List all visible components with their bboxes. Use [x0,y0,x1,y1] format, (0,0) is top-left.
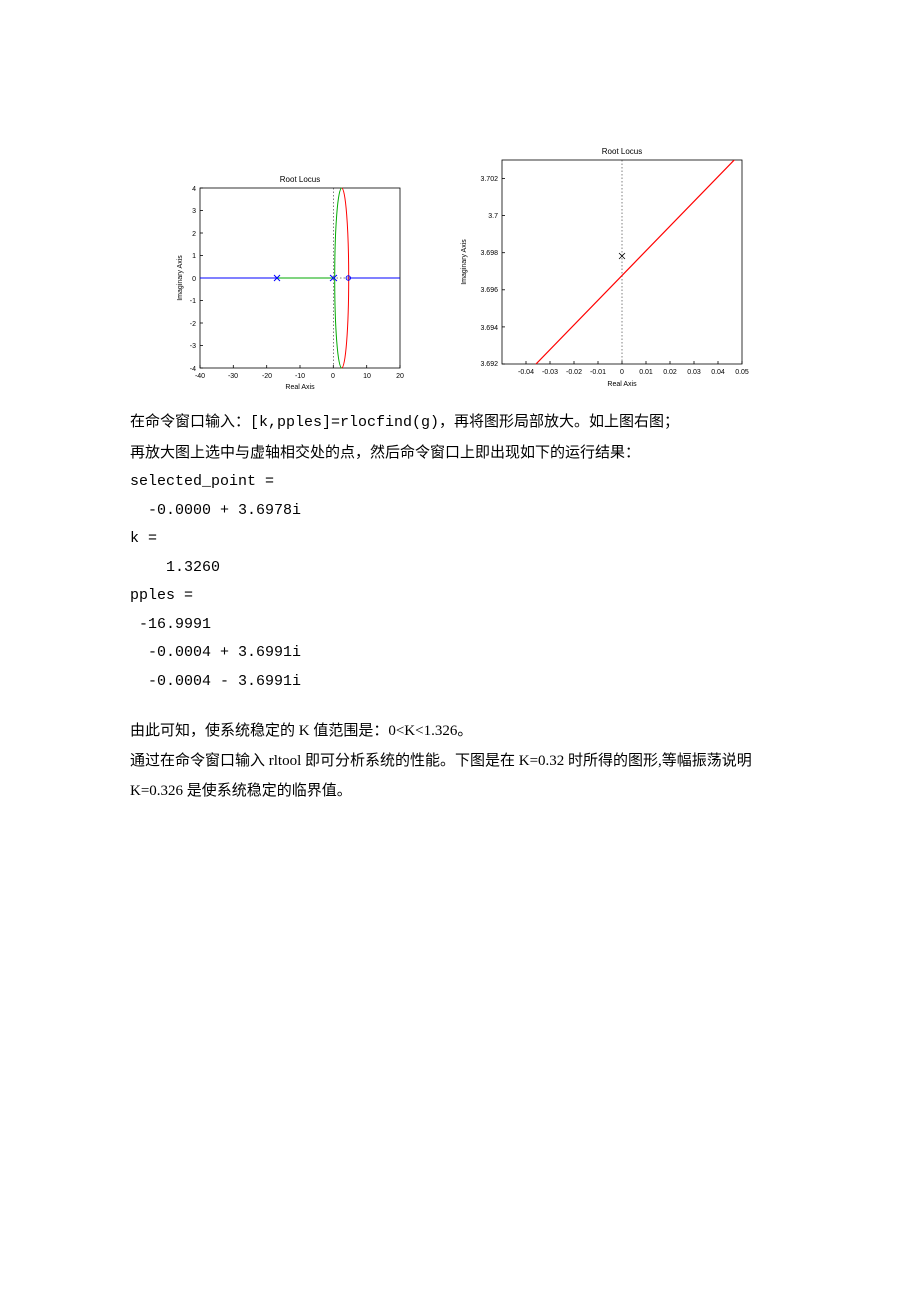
paragraph-1: 在命令窗口输入：[k,pples]=rlocfind(g)，再将图形局部放大。如… [130,407,790,438]
svg-text:2: 2 [192,231,196,238]
svg-text:0.01: 0.01 [639,369,653,376]
svg-text:3.694: 3.694 [480,325,498,332]
svg-text:-4: -4 [190,366,196,373]
svg-text:3.698: 3.698 [480,250,498,257]
svg-text:3.692: 3.692 [480,361,498,368]
charts-row: Root Locus 4 3 2 1 0 -1 -2 -3 -4 [130,130,790,395]
svg-text:-10: -10 [295,373,305,380]
svg-text:0.03: 0.03 [687,369,701,376]
svg-text:0: 0 [620,369,624,376]
chart-right-ylabel: Imaginary Axis [461,239,468,285]
chart-right-xticks: -0.04 -0.03 -0.02 -0.01 0 0.01 0.02 0.03… [518,369,749,376]
chart-left-xlabel: Real Axis [285,384,315,390]
svg-text:-20: -20 [262,373,272,380]
svg-text:-40: -40 [195,373,205,380]
svg-text:3.7: 3.7 [488,213,498,220]
svg-text:4: 4 [192,186,196,193]
svg-text:-0.04: -0.04 [518,369,534,376]
svg-text:0: 0 [331,373,335,380]
paragraph-4: 通过在命令窗口输入 rltool 即可分析系统的性能。下图是在 K=0.32 时… [130,746,790,806]
svg-text:-1: -1 [190,298,196,305]
chart-right-xlabel: Real Axis [607,381,637,388]
chart-left-xticks: -40 -30 -20 -10 0 10 20 [195,373,404,380]
svg-text:10: 10 [363,373,371,380]
svg-text:3.696: 3.696 [480,287,498,294]
svg-text:3.702: 3.702 [480,176,498,183]
svg-text:-0.03: -0.03 [542,369,558,376]
svg-text:0.04: 0.04 [711,369,725,376]
svg-text:3: 3 [192,208,196,215]
p1-text-suffix: ，再将图形局部放大。如上图右图； [439,414,679,430]
chart-left-yticks: 4 3 2 1 0 -1 -2 -3 -4 [190,186,196,373]
chart-left-title: Root Locus [280,175,320,184]
chart-right-root-locus-zoom: Root Locus 3.702 3.7 3.698 3.696 3.694 3… [436,130,766,395]
chart-right-title: Root Locus [602,147,642,156]
p1-text-prefix: 在命令窗口输入： [130,414,250,430]
paragraph-2: 再放大图上选中与虚轴相交处的点，然后命令窗口上即出现如下的运行结果： [130,438,790,468]
svg-text:0.02: 0.02 [663,369,677,376]
paragraph-3: 由此可知，使系统稳定的 K 值范围是：0<K<1.326。 [130,716,790,746]
svg-text:1: 1 [192,253,196,260]
chart-left-ylabel: Imaginary Axis [177,255,184,301]
svg-text:-0.02: -0.02 [566,369,582,376]
svg-text:20: 20 [396,373,404,380]
chart-left-root-locus: Root Locus 4 3 2 1 0 -1 -2 -3 -4 [130,140,430,395]
svg-text:0: 0 [192,276,196,283]
svg-text:-0.01: -0.01 [590,369,606,376]
chart-right-yticks: 3.702 3.7 3.698 3.696 3.694 3.692 [480,176,498,368]
p1-code: [k,pples]=rlocfind(g) [250,414,439,431]
svg-text:-2: -2 [190,321,196,328]
page: Root Locus 4 3 2 1 0 -1 -2 -3 -4 [0,0,920,846]
svg-text:0.05: 0.05 [735,369,749,376]
svg-text:-30: -30 [228,373,238,380]
matlab-output: selected_point = -0.0000 + 3.6978i k = 1… [130,468,790,696]
svg-text:-3: -3 [190,343,196,350]
